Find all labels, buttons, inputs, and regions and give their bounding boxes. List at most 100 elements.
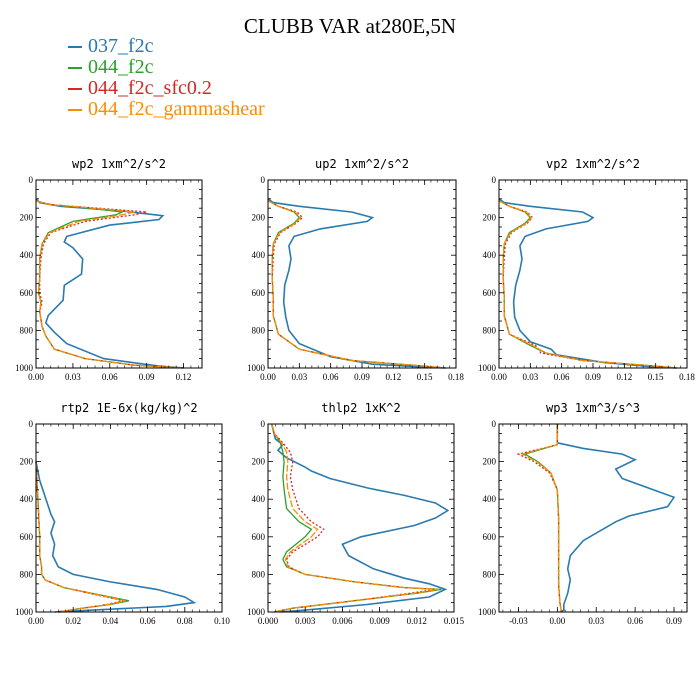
y-tick-label: 400 (483, 250, 497, 260)
x-tick-label: 0.12 (616, 372, 632, 382)
series-line-044_f2c (267, 200, 446, 369)
y-tick-label: 800 (20, 325, 34, 335)
series-line-044_f2c_gammashear (498, 200, 677, 369)
y-tick-label: 0 (29, 175, 34, 185)
y-tick-label: 800 (483, 569, 497, 579)
x-tick-label: 0.06 (323, 372, 339, 382)
y-tick-label: 400 (252, 250, 266, 260)
y-tick-label: 600 (483, 288, 497, 298)
y-tick-label: 800 (20, 569, 34, 579)
panel-title: vp2 1xm^2/s^2 (546, 157, 640, 171)
x-tick-label: 0.009 (369, 616, 390, 626)
x-tick-label: 0.03 (65, 372, 81, 382)
legend-swatch (68, 87, 82, 90)
legend-item-037-f2c: 037_f2c (68, 35, 265, 57)
series-line-037_f2c (35, 461, 197, 613)
x-tick-label: 0.00 (549, 616, 565, 626)
x-tick-label: 0.08 (177, 616, 193, 626)
x-tick-label: 0.012 (407, 616, 427, 626)
x-tick-label: 0.12 (176, 372, 192, 382)
y-tick-label: 600 (20, 532, 34, 542)
panel-title: wp2 1xm^2/s^2 (72, 157, 166, 171)
y-tick-label: 0 (261, 175, 266, 185)
legend-item-044-f2c-gammashear: 044_f2c_gammashear (68, 98, 265, 120)
x-tick-label: 0.06 (102, 372, 118, 382)
y-tick-label: 800 (252, 325, 266, 335)
x-tick-label: 0.18 (679, 372, 695, 382)
x-tick-label: 0.03 (588, 616, 604, 626)
x-tick-label: 0.15 (417, 372, 433, 382)
x-tick-label: 0.09 (585, 372, 601, 382)
x-tick-label: 0.06 (140, 616, 156, 626)
y-tick-label: 1000 (15, 363, 34, 373)
panel-6: wp3 1xm^3/s^3 0 200 400 600 800 1000 -0.03 0.00 0… (478, 401, 688, 626)
axes-frame (35, 423, 223, 613)
x-tick-label: 0.03 (291, 372, 307, 382)
series-line-044_f2c_gammashear (267, 200, 446, 369)
x-tick-label: 0.06 (554, 372, 570, 382)
legend-label: 044_f2c_sfc0.2 (88, 77, 212, 99)
x-tick-label: 0.15 (648, 372, 664, 382)
series-line-044_f2c_sfc0.2 (516, 424, 562, 613)
chart-title: CLUBB VAR at280E,5N (243, 14, 457, 38)
axes-frame (498, 179, 688, 369)
series-line-044_f2c_gammashear (520, 424, 562, 613)
panel-title: wp3 1xm^3/s^3 (546, 401, 640, 415)
x-tick-label: 0.18 (448, 372, 464, 382)
series-line-037_f2c (270, 423, 450, 613)
series-line-044_f2c_gammashear (271, 423, 440, 613)
legend: 037_f2c 044_f2c 044_f2c_sfc0.2 044_f2c_g… (68, 35, 265, 120)
panel-title: rtp2 1E-6x(kg/kg)^2 (60, 401, 197, 415)
legend-label: 044_f2c (88, 56, 154, 78)
legend-label: 037_f2c (88, 35, 154, 57)
y-tick-label: 400 (20, 250, 34, 260)
series-line-044_f2c (35, 461, 130, 613)
y-tick-label: 1000 (478, 363, 497, 373)
y-tick-label: 800 (483, 325, 497, 335)
y-tick-label: 400 (483, 494, 497, 504)
legend-swatch (68, 108, 82, 111)
x-tick-label: 0.06 (627, 616, 643, 626)
y-tick-label: 600 (483, 532, 497, 542)
series-line-044_f2c_sfc0.2 (35, 461, 124, 613)
series-line-037_f2c (35, 198, 184, 369)
x-tick-label: 0.000 (258, 616, 279, 626)
series-line-037_f2c (556, 424, 676, 613)
x-tick-label: 0.00 (28, 616, 44, 626)
y-tick-label: 1000 (247, 607, 266, 617)
series-line-044_f2c_gammashear (35, 200, 184, 369)
series-line-044_f2c (271, 423, 442, 613)
y-tick-label: 400 (20, 494, 34, 504)
x-tick-label: 0.03 (522, 372, 538, 382)
legend-swatch (68, 66, 82, 69)
x-tick-label: 0.09 (354, 372, 370, 382)
series-line-044_f2c_sfc0.2 (267, 200, 446, 369)
y-tick-label: 200 (483, 457, 497, 467)
x-tick-label: -0.03 (509, 616, 528, 626)
y-tick-label: 600 (20, 288, 34, 298)
x-tick-label: 0.015 (444, 616, 465, 626)
y-tick-label: 200 (483, 213, 497, 223)
panel-title: up2 1xm^2/s^2 (315, 157, 409, 171)
y-tick-label: 0 (492, 419, 497, 429)
y-tick-label: 200 (252, 457, 266, 467)
axes-frame (35, 179, 203, 369)
x-tick-label: 0.00 (28, 372, 44, 382)
y-tick-label: 200 (20, 457, 34, 467)
y-tick-label: 1000 (247, 363, 266, 373)
panel-title: thlp2 1xK^2 (321, 401, 400, 415)
x-tick-label: 0.04 (103, 616, 119, 626)
x-tick-label: 0.02 (65, 616, 81, 626)
y-tick-label: 400 (252, 494, 266, 504)
y-tick-label: 600 (252, 288, 266, 298)
legend-label: 044_f2c_gammashear (88, 98, 265, 120)
series-line-044_f2c_gammashear (35, 461, 126, 613)
y-tick-label: 200 (20, 213, 34, 223)
x-tick-label: 0.00 (260, 372, 276, 382)
panel-4: rtp2 1E-6x(kg/kg)^2 0 200 400 600 800 10000.00… (15, 401, 230, 626)
